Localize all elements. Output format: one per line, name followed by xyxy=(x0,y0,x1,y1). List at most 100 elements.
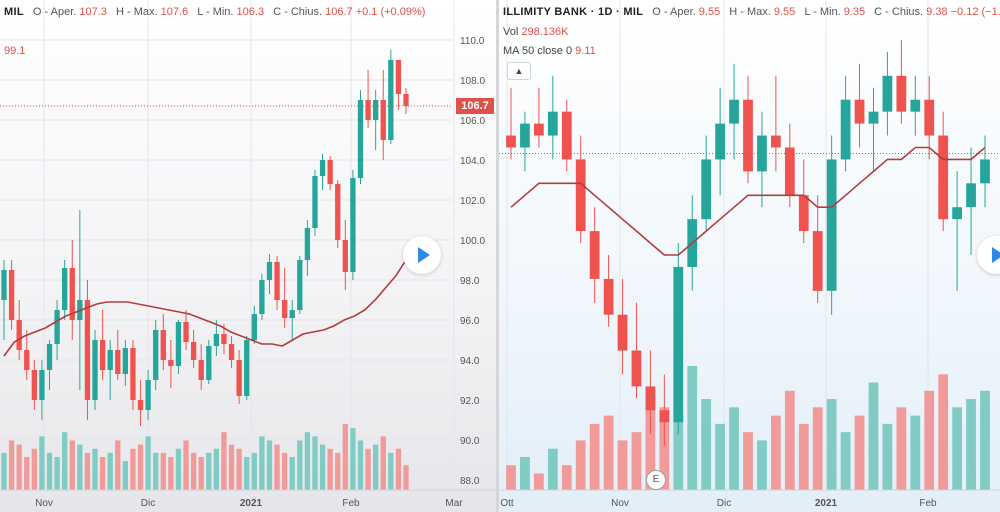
right-change-value: −0.12 (−1.26%) xyxy=(950,6,1000,18)
y-axis-tick-label: 100.0 xyxy=(460,236,485,247)
volume-bar xyxy=(631,432,642,490)
candle-body xyxy=(854,99,865,124)
candle-body xyxy=(645,386,656,411)
candle-body xyxy=(924,99,935,136)
right-low-value: 9.35 xyxy=(843,6,866,18)
left-chart-canvas[interactable]: 110.0 108.0 106.0 104.0 102.0 100.0 98.0 96.0 94… xyxy=(0,0,496,512)
volume-bar xyxy=(380,436,386,490)
volume-bar xyxy=(16,444,22,490)
x-axis-tick-label: Dic xyxy=(141,498,155,509)
volume-bar xyxy=(319,444,326,490)
volume-bar xyxy=(388,452,394,490)
candle-body xyxy=(403,94,409,106)
volume-bar xyxy=(395,448,402,490)
volume-bar xyxy=(297,440,303,490)
candle-body xyxy=(274,262,280,300)
chevron-up-icon: ▲ xyxy=(514,66,524,76)
volume-bar xyxy=(145,436,151,490)
candle-body xyxy=(910,99,921,112)
volume-bar xyxy=(183,440,189,490)
right-play-button[interactable] xyxy=(977,236,1000,274)
volume-bar xyxy=(312,436,318,490)
chart-panel-right[interactable]: Ott Nov Dic 2021 Feb ILLIMITY BANK · 1D · MI… xyxy=(499,0,1000,512)
volume-bar xyxy=(589,423,600,490)
volume-bar xyxy=(701,399,712,490)
volume-bar xyxy=(251,452,257,490)
volume-bar xyxy=(365,448,371,490)
left-legend: MIL O - Aper. 107.3 H - Max. 107.6 L - M… xyxy=(4,6,425,18)
volume-bar xyxy=(259,436,265,490)
right-ma-label: MA 50 close 0 xyxy=(503,45,573,57)
volume-bar xyxy=(39,436,45,490)
left-open-value: 107.3 xyxy=(79,6,107,18)
candle-body xyxy=(62,268,68,310)
volume-bar xyxy=(77,444,83,490)
earnings-event-badge[interactable]: E xyxy=(646,470,666,490)
candle-body xyxy=(84,300,91,400)
left-play-button[interactable] xyxy=(403,236,441,274)
volume-bar xyxy=(896,407,907,490)
volume-bar xyxy=(31,448,37,490)
y-axis-tick-label: 92.0 xyxy=(460,396,480,407)
candle-body xyxy=(160,330,166,360)
volume-bar xyxy=(575,440,586,490)
candle-body xyxy=(388,60,394,140)
right-chart-canvas[interactable]: Ott Nov Dic 2021 Feb xyxy=(499,0,1000,512)
candle-body xyxy=(145,380,151,410)
candle-body xyxy=(24,350,30,370)
volume-bar xyxy=(175,448,182,490)
candle-body xyxy=(701,159,712,220)
volume-bar xyxy=(160,452,166,490)
candle-body xyxy=(603,278,614,315)
candle-body xyxy=(107,350,113,370)
volume-bar xyxy=(980,390,990,490)
volume-bar xyxy=(69,440,75,490)
volume-bar xyxy=(1,452,7,490)
y-axis-tick-label: 108.0 xyxy=(460,76,485,87)
candle-body xyxy=(938,135,949,220)
volume-bar xyxy=(213,448,220,490)
left-symbol: MIL xyxy=(4,6,24,18)
candle-body xyxy=(395,60,402,94)
panel-divider[interactable] xyxy=(496,0,499,512)
volume-bar xyxy=(812,407,823,490)
y-axis-tick-label: 110.0 xyxy=(460,36,485,47)
candle-body xyxy=(130,348,136,400)
volume-bar xyxy=(244,457,250,490)
volume-bar xyxy=(84,452,91,490)
right-ma-value: 9.11 xyxy=(575,45,596,57)
candle-body xyxy=(304,228,311,260)
volume-bar xyxy=(840,432,851,490)
collapse-legend-button[interactable]: ▲ xyxy=(507,62,531,80)
volume-bar xyxy=(62,432,68,490)
candle-body xyxy=(547,111,558,136)
moving-average-line xyxy=(510,146,986,256)
volume-bar xyxy=(107,452,113,490)
moving-average-line xyxy=(3,259,407,357)
volume-bar xyxy=(8,440,15,490)
volume-bar xyxy=(137,444,144,490)
volume-bar xyxy=(784,390,795,490)
volume-bar xyxy=(168,457,174,490)
play-icon xyxy=(992,247,1000,263)
candle-body xyxy=(190,342,197,360)
volume-bar xyxy=(534,473,544,490)
candle-body xyxy=(221,334,227,344)
x-axis-tick-label: Ott xyxy=(500,498,514,509)
volume-bar xyxy=(826,399,837,490)
candle-body xyxy=(952,207,962,220)
candle-body xyxy=(31,370,37,400)
candle-body xyxy=(153,330,159,380)
candle-body xyxy=(561,111,572,160)
x-axis-tick-label: 2021 xyxy=(240,498,263,509)
candle-body xyxy=(99,340,106,370)
x-axis-tick-label: Dic xyxy=(717,498,731,509)
volume-bar xyxy=(729,407,739,490)
volume-bar xyxy=(198,457,204,490)
candle-body xyxy=(297,260,303,310)
volume-bar xyxy=(645,390,656,490)
candle-body xyxy=(327,160,333,184)
candle-body xyxy=(206,346,212,380)
candle-body xyxy=(54,310,60,344)
chart-panel-left[interactable]: 110.0 108.0 106.0 104.0 102.0 100.0 98.0 96.0 94… xyxy=(0,0,496,512)
